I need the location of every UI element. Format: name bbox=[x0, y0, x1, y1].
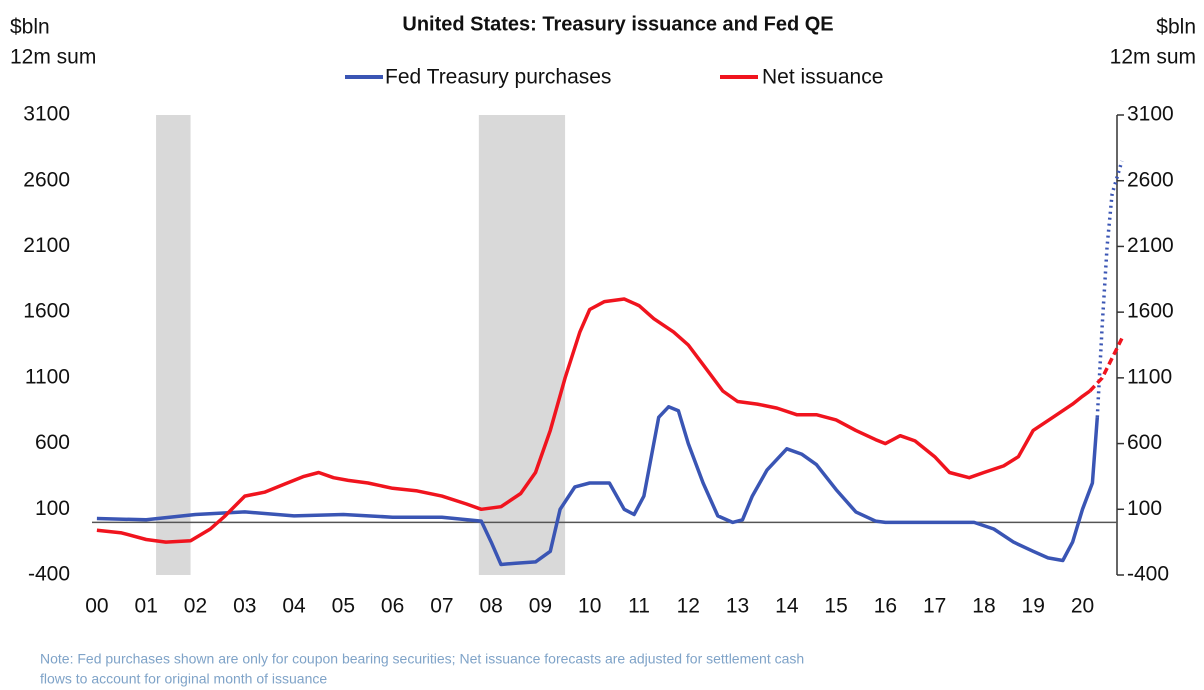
x-tick-label: 19 bbox=[1022, 595, 1045, 618]
y2-tick-label: 3100 bbox=[1127, 103, 1174, 126]
x-tick-label: 12 bbox=[677, 595, 700, 618]
series-line bbox=[1095, 160, 1124, 418]
y2-axis-label: $bln bbox=[1156, 16, 1196, 39]
y2-tick-label: 100 bbox=[1127, 497, 1162, 520]
x-tick-label: 14 bbox=[775, 595, 799, 618]
recession-shade bbox=[156, 115, 191, 575]
y-tick-label: 2600 bbox=[23, 168, 70, 191]
y-tick-label: 1600 bbox=[23, 300, 70, 323]
y-tick-label: -400 bbox=[28, 563, 70, 586]
x-tick-label: 10 bbox=[578, 595, 601, 618]
x-tick-label: 00 bbox=[85, 595, 108, 618]
y2-tick-label: 1600 bbox=[1127, 300, 1174, 323]
x-tick-label: 16 bbox=[874, 595, 897, 618]
legend-label: Fed Treasury purchases bbox=[385, 66, 611, 89]
x-tick-label: 04 bbox=[282, 595, 306, 618]
legend-label: Net issuance bbox=[762, 66, 883, 89]
y-tick-label: 2100 bbox=[23, 234, 70, 257]
x-tick-label: 13 bbox=[726, 595, 749, 618]
x-tick-label: 01 bbox=[135, 595, 158, 618]
x-tick-label: 02 bbox=[184, 595, 207, 618]
y2-tick-label: -400 bbox=[1127, 563, 1169, 586]
series-line bbox=[96, 297, 1091, 544]
recession-shade bbox=[478, 115, 566, 575]
y-axis-label: 12m sum bbox=[10, 46, 96, 69]
note: Note: Fed purchases shown are only for c… bbox=[40, 651, 804, 667]
y2-axis-label: 12m sum bbox=[1110, 46, 1196, 69]
y2-tick-label: 600 bbox=[1127, 431, 1162, 454]
x-tick-label: 08 bbox=[479, 595, 502, 618]
y-tick-label: 3100 bbox=[23, 103, 70, 126]
x-tick-label: 07 bbox=[430, 595, 453, 618]
y-tick-label: 1100 bbox=[25, 365, 70, 388]
x-tick-label: 20 bbox=[1071, 595, 1094, 618]
x-tick-label: 15 bbox=[824, 595, 847, 618]
series-line bbox=[96, 405, 1100, 567]
x-tick-label: 06 bbox=[381, 595, 404, 618]
x-tick-label: 05 bbox=[332, 595, 355, 618]
note: flows to account for original month of i… bbox=[40, 671, 327, 687]
y2-tick-label: 2600 bbox=[1127, 168, 1174, 191]
x-tick-label: 17 bbox=[923, 595, 946, 618]
x-tick-label: 18 bbox=[972, 595, 995, 618]
y-tick-label: 600 bbox=[35, 431, 70, 454]
chart-title: United States: Treasury issuance and Fed… bbox=[402, 13, 833, 35]
x-tick-label: 11 bbox=[628, 595, 650, 618]
y-axis-label: $bln bbox=[10, 16, 50, 39]
y2-tick-label: 1100 bbox=[1127, 365, 1172, 388]
y2-tick-label: 2100 bbox=[1127, 234, 1174, 257]
x-tick-label: 09 bbox=[529, 595, 552, 618]
x-tick-label: 03 bbox=[233, 595, 256, 618]
y-tick-label: 100 bbox=[35, 497, 70, 520]
